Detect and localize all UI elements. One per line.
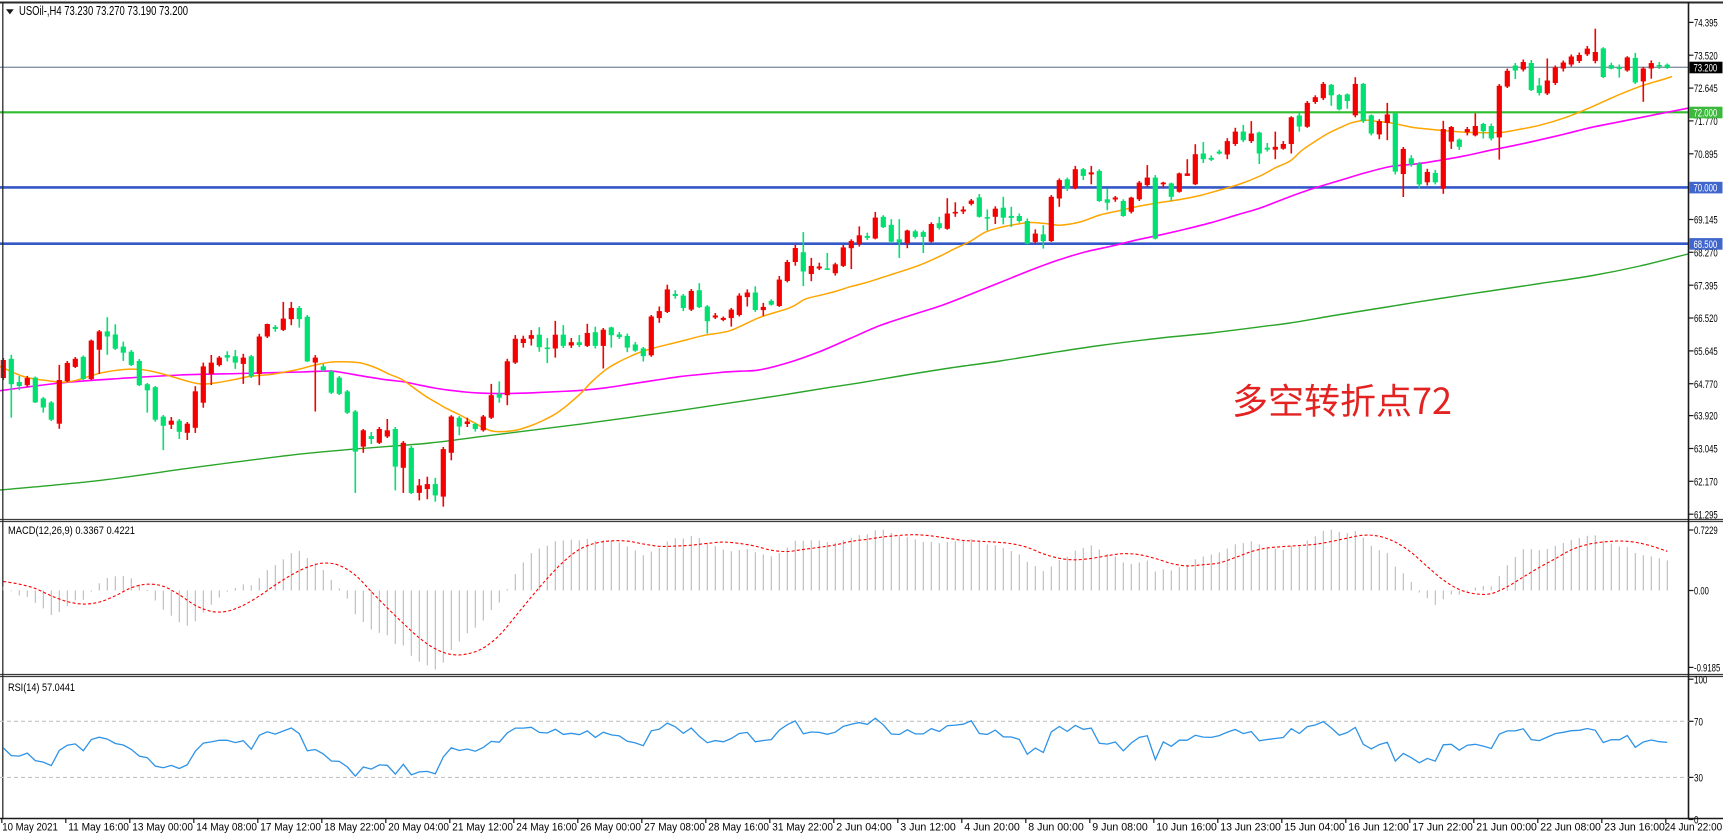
svg-text:68.500: 68.500 — [1694, 239, 1718, 251]
svg-text:72.000: 72.000 — [1694, 107, 1718, 119]
svg-text:27 May 08:00: 27 May 08:00 — [644, 822, 705, 834]
svg-text:21 Jun 00:00: 21 Jun 00:00 — [1476, 822, 1537, 834]
svg-text:13 May 00:00: 13 May 00:00 — [132, 822, 193, 834]
svg-text:RSI(14) 57.0441: RSI(14) 57.0441 — [8, 682, 75, 694]
svg-text:2 Jun 04:00: 2 Jun 04:00 — [836, 822, 892, 834]
svg-text:20 May 04:00: 20 May 04:00 — [388, 822, 449, 834]
svg-text:0.7229: 0.7229 — [1694, 525, 1718, 537]
svg-text:28 May 16:00: 28 May 16:00 — [708, 822, 769, 834]
svg-text:61.295: 61.295 — [1694, 509, 1718, 521]
svg-text:71.770: 71.770 — [1694, 116, 1718, 128]
svg-text:73.520: 73.520 — [1694, 50, 1718, 62]
svg-text:70.895: 70.895 — [1694, 149, 1718, 161]
svg-text:16 Jun 12:00: 16 Jun 12:00 — [1348, 822, 1409, 834]
svg-text:9 Jun 08:00: 9 Jun 08:00 — [1092, 822, 1148, 834]
svg-text:22 Jun 08:00: 22 Jun 08:00 — [1540, 822, 1601, 834]
svg-text:17 Jun 22:00: 17 Jun 22:00 — [1412, 822, 1473, 834]
svg-text:0: 0 — [1694, 815, 1699, 827]
svg-text:63.920: 63.920 — [1694, 411, 1718, 423]
svg-text:68.270: 68.270 — [1694, 247, 1718, 259]
svg-text:0.00: 0.00 — [1694, 586, 1709, 598]
svg-text:13 Jun 23:00: 13 Jun 23:00 — [1220, 822, 1281, 834]
svg-text:63.045: 63.045 — [1694, 444, 1718, 456]
svg-text:67.395: 67.395 — [1694, 280, 1718, 292]
svg-text:10 Jun 16:00: 10 Jun 16:00 — [1156, 822, 1217, 834]
svg-text:66.520: 66.520 — [1694, 313, 1718, 325]
svg-text:3 Jun 12:00: 3 Jun 12:00 — [900, 822, 956, 834]
svg-text:73.200: 73.200 — [1694, 62, 1718, 74]
svg-text:15 Jun 04:00: 15 Jun 04:00 — [1284, 822, 1345, 834]
svg-text:30: 30 — [1694, 773, 1703, 785]
svg-text:69.145: 69.145 — [1694, 215, 1718, 227]
svg-text:65.645: 65.645 — [1694, 346, 1718, 358]
svg-text:10 May 2021: 10 May 2021 — [2, 822, 58, 834]
svg-text:70: 70 — [1694, 716, 1703, 728]
svg-text:24 Jun 22:00: 24 Jun 22:00 — [1665, 822, 1723, 834]
svg-text:MACD(12,26,9) 0.3367 0.4221: MACD(12,26,9) 0.3367 0.4221 — [8, 525, 135, 537]
svg-text:8 Jun 00:00: 8 Jun 00:00 — [1028, 822, 1084, 834]
svg-text:70.000: 70.000 — [1694, 183, 1718, 195]
svg-text:17 May 12:00: 17 May 12:00 — [260, 822, 321, 834]
svg-text:100: 100 — [1694, 674, 1707, 686]
svg-text:23 Jun 16:00: 23 Jun 16:00 — [1604, 822, 1665, 834]
svg-text:-0.9185: -0.9185 — [1694, 663, 1720, 675]
svg-text:18 May 22:00: 18 May 22:00 — [324, 822, 385, 834]
svg-text:64.770: 64.770 — [1694, 379, 1718, 391]
svg-text:4 Jun 20:00: 4 Jun 20:00 — [964, 822, 1020, 834]
svg-text:26 May 00:00: 26 May 00:00 — [580, 822, 641, 834]
svg-text:21 May 12:00: 21 May 12:00 — [452, 822, 513, 834]
svg-text:74.395: 74.395 — [1694, 18, 1718, 30]
svg-text:72.645: 72.645 — [1694, 83, 1718, 95]
svg-text:11 May 16:00: 11 May 16:00 — [68, 822, 129, 834]
svg-text:USOil-,H4 73.230 73.270 73.19: USOil-,H4 73.230 73.270 73.190 73.200 — [19, 4, 188, 18]
svg-text:14 May 08:00: 14 May 08:00 — [196, 822, 257, 834]
svg-text:31 May 22:00: 31 May 22:00 — [772, 822, 833, 834]
svg-text:62.170: 62.170 — [1694, 476, 1718, 488]
svg-text:24 May 16:00: 24 May 16:00 — [516, 822, 577, 834]
